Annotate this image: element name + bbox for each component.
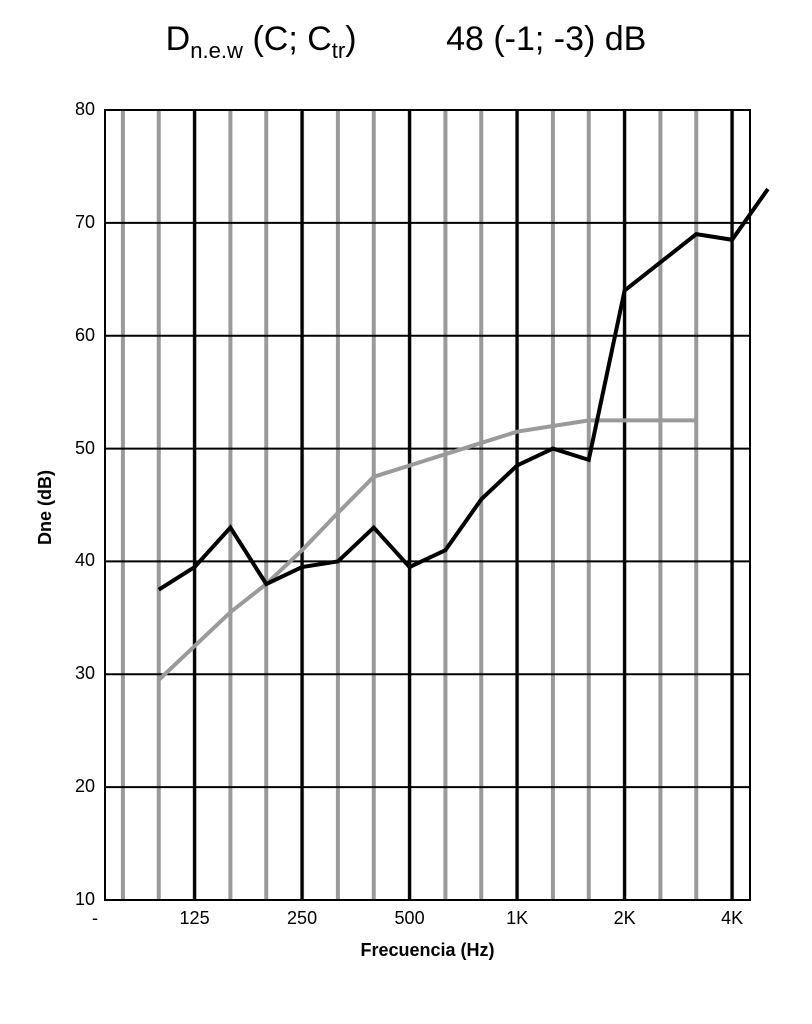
y-tick: 10 <box>55 889 95 910</box>
page: Dn.e.w (C; Ctr) 48 (-1; -3) dB 102030405… <box>0 0 812 1024</box>
x-tick: 125 <box>165 908 225 929</box>
y-tick: 20 <box>55 776 95 797</box>
y-tick: 40 <box>55 550 95 571</box>
x-tick: 1K <box>487 908 547 929</box>
x-tick-dash: - <box>75 908 115 929</box>
y-tick: 70 <box>55 212 95 233</box>
x-tick: 500 <box>380 908 440 929</box>
y-tick: 50 <box>55 438 95 459</box>
x-tick: 2K <box>595 908 655 929</box>
y-tick: 60 <box>55 325 95 346</box>
y-tick: 80 <box>55 99 95 120</box>
x-tick: 250 <box>272 908 332 929</box>
y-tick: 30 <box>55 663 95 684</box>
chart-svg <box>0 0 812 1024</box>
y-axis-label: Dne (dB) <box>35 470 56 545</box>
x-tick: 4K <box>702 908 762 929</box>
x-axis-label: Frecuencia (Hz) <box>105 940 750 961</box>
